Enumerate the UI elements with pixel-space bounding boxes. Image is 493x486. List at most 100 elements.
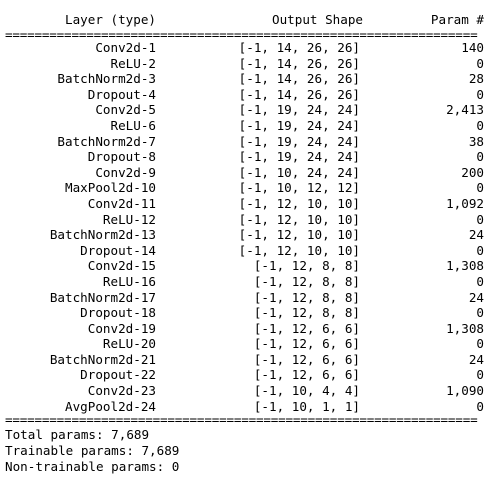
layer-name: ReLU-2 xyxy=(110,55,157,71)
layer-name: BatchNorm2d-13 xyxy=(49,227,156,243)
separator-top: ========================================… xyxy=(5,29,478,40)
output-shape: [-1, 12, 6, 6] xyxy=(253,351,360,367)
header-layer-type: Layer (type) xyxy=(65,12,156,27)
param-count: 0 xyxy=(476,305,484,321)
table-row: ReLU-20 [-1, 12, 6, 6] 0 xyxy=(5,336,485,352)
separator-bottom: ========================================… xyxy=(5,414,478,426)
layer-name: Conv2d-9 xyxy=(95,164,156,180)
param-count: 38 xyxy=(468,133,484,149)
layer-name: Conv2d-1 xyxy=(95,40,156,55)
param-count: 0 xyxy=(476,117,484,133)
layer-name: BatchNorm2d-7 xyxy=(57,133,156,149)
layer-name: ReLU-16 xyxy=(102,273,156,289)
output-shape: [-1, 12, 6, 6] xyxy=(253,320,360,336)
layer-name: ReLU-6 xyxy=(110,117,157,133)
output-shape: [-1, 14, 26, 26] xyxy=(238,86,360,102)
output-shape: [-1, 12, 6, 6] xyxy=(253,336,360,352)
non-trainable-params: Non-trainable params: 0 xyxy=(5,458,180,474)
layer-name: Conv2d-15 xyxy=(87,258,156,274)
param-count: 0 xyxy=(476,180,484,196)
table-row: MaxPool2d-10 [-1, 10, 12, 12] 0 xyxy=(5,180,485,196)
table-row: BatchNorm2d-17 [-1, 12, 8, 8] 24 xyxy=(5,290,485,306)
layer-name: Dropout-8 xyxy=(87,149,156,165)
output-shape: [-1, 12, 8, 8] xyxy=(253,273,360,289)
header-param-count: Param # xyxy=(430,12,484,27)
param-count: 2,413 xyxy=(446,102,484,118)
table-row: Conv2d-9 [-1, 10, 24, 24] 200 xyxy=(5,165,485,181)
table-row: BatchNorm2d-7 [-1, 19, 24, 24] 38 xyxy=(5,134,485,150)
layer-name: BatchNorm2d-21 xyxy=(49,351,156,367)
output-shape: [-1, 12, 6, 6] xyxy=(253,367,360,383)
header-output-shape: Output Shape xyxy=(272,12,363,27)
param-count: 0 xyxy=(476,242,484,258)
table-row: Conv2d-1 [-1, 14, 26, 26] 140 xyxy=(5,40,485,56)
table-row: Conv2d-19 [-1, 12, 6, 6] 1,308 xyxy=(5,321,485,337)
layer-name: Dropout-18 xyxy=(80,305,156,321)
output-shape: [-1, 12, 10, 10] xyxy=(238,211,360,227)
table-row: AvgPool2d-24 [-1, 10, 1, 1] 0 xyxy=(5,399,485,415)
table-row: BatchNorm2d-13 [-1, 12, 10, 10] 24 xyxy=(5,227,485,243)
param-count: 24 xyxy=(468,351,484,367)
layer-rows: Conv2d-1 [-1, 14, 26, 26] 140 ReLU-2 [-1, 14… xyxy=(5,40,485,414)
param-count: 0 xyxy=(476,367,484,383)
layer-name: Dropout-4 xyxy=(87,86,156,102)
table-row: Dropout-18 [-1, 12, 8, 8] 0 xyxy=(5,305,485,321)
output-shape: [-1, 14, 26, 26] xyxy=(238,40,360,55)
table-row: Dropout-8 [-1, 19, 24, 24] 0 xyxy=(5,149,485,165)
table-row: Conv2d-15 [-1, 12, 8, 8] 1,308 xyxy=(5,258,485,274)
output-shape: [-1, 19, 24, 24] xyxy=(238,102,360,118)
total-params: Total params: 7,689 xyxy=(5,427,150,443)
layer-name: BatchNorm2d-3 xyxy=(57,71,156,87)
layer-name: Dropout-22 xyxy=(80,367,156,383)
table-row: Conv2d-11 [-1, 12, 10, 10] 1,092 xyxy=(5,196,485,212)
output-shape: [-1, 19, 24, 24] xyxy=(238,149,360,165)
output-shape: [-1, 14, 26, 26] xyxy=(238,71,360,87)
layer-name: ReLU-12 xyxy=(102,211,156,227)
trainable-params: Trainable params: 7,689 xyxy=(5,443,180,459)
layer-name: Conv2d-23 xyxy=(87,383,156,399)
table-row: Dropout-14 [-1, 12, 10, 10] 0 xyxy=(5,243,485,259)
param-count: 24 xyxy=(468,289,484,305)
param-count: 1,308 xyxy=(446,320,484,336)
table-row: BatchNorm2d-21 [-1, 12, 6, 6] 24 xyxy=(5,352,485,368)
param-count: 140 xyxy=(461,40,484,55)
output-shape: [-1, 12, 10, 10] xyxy=(238,195,360,211)
param-count: 0 xyxy=(476,336,484,352)
layer-name: ReLU-20 xyxy=(102,336,156,352)
output-shape: [-1, 10, 12, 12] xyxy=(238,180,360,196)
param-count: 200 xyxy=(461,164,484,180)
table-row: Conv2d-5 [-1, 19, 24, 24] 2,413 xyxy=(5,102,485,118)
layer-name: Conv2d-5 xyxy=(95,102,156,118)
table-row: Dropout-4 [-1, 14, 26, 26] 0 xyxy=(5,87,485,103)
param-count: 0 xyxy=(476,86,484,102)
table-row: Conv2d-23 [-1, 10, 4, 4] 1,090 xyxy=(5,383,485,399)
output-shape: [-1, 19, 24, 24] xyxy=(238,117,360,133)
output-shape: [-1, 12, 10, 10] xyxy=(238,227,360,243)
param-count: 24 xyxy=(468,227,484,243)
param-count: 0 xyxy=(476,55,484,71)
output-shape: [-1, 14, 26, 26] xyxy=(238,55,360,71)
table-row: ReLU-2 [-1, 14, 26, 26] 0 xyxy=(5,56,485,72)
table-row: ReLU-12 [-1, 12, 10, 10] 0 xyxy=(5,212,485,228)
param-count: 0 xyxy=(476,273,484,289)
param-count: 0 xyxy=(476,211,484,227)
param-count: 1,090 xyxy=(446,383,484,399)
layer-name: Dropout-14 xyxy=(80,242,156,258)
param-totals: Total params: 7,689 Trainable params: 7,… xyxy=(5,427,485,474)
table-row: ReLU-16 [-1, 12, 8, 8] 0 xyxy=(5,274,485,290)
table-header: Layer (type) Output Shape Param # xyxy=(5,0,485,29)
table-row: ReLU-6 [-1, 19, 24, 24] 0 xyxy=(5,118,485,134)
output-shape: [-1, 12, 8, 8] xyxy=(253,305,360,321)
param-count: 1,092 xyxy=(446,195,484,211)
param-count: 0 xyxy=(476,149,484,165)
param-count: 28 xyxy=(468,71,484,87)
output-shape: [-1, 10, 4, 4] xyxy=(253,383,360,399)
output-shape: [-1, 10, 24, 24] xyxy=(238,164,360,180)
layer-name: AvgPool2d-24 xyxy=(65,398,156,414)
layer-name: BatchNorm2d-17 xyxy=(49,289,156,305)
model-summary-output: Layer (type) Output Shape Param # ======… xyxy=(5,0,485,475)
table-row: Dropout-22 [-1, 12, 6, 6] 0 xyxy=(5,367,485,383)
output-shape: [-1, 19, 24, 24] xyxy=(238,133,360,149)
layer-name: Conv2d-11 xyxy=(87,195,156,211)
param-count: 1,308 xyxy=(446,258,484,274)
